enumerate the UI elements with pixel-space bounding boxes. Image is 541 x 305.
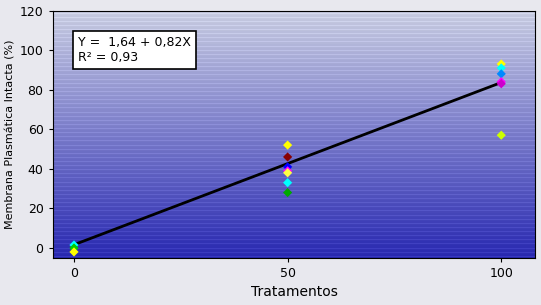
Bar: [52, 147, 536, 151]
Bar: [52, 171, 536, 175]
Bar: [52, 175, 536, 180]
Bar: [52, 167, 536, 171]
Bar: [52, 27, 536, 31]
Bar: [52, 72, 536, 77]
Point: [70, 242, 78, 247]
Bar: [52, 19, 536, 23]
Bar: [52, 130, 536, 134]
Bar: [52, 180, 536, 184]
Bar: [52, 15, 536, 19]
Bar: [52, 89, 536, 93]
Bar: [52, 97, 536, 101]
Bar: [52, 101, 536, 105]
Point: [497, 79, 506, 84]
Bar: [52, 85, 536, 89]
Bar: [52, 249, 536, 254]
Point: [70, 246, 78, 250]
Bar: [52, 254, 536, 258]
Bar: [52, 118, 536, 122]
Bar: [52, 134, 536, 138]
Bar: [52, 151, 536, 155]
Bar: [52, 155, 536, 159]
Text: Y =  1,64 + 0,82X
R² = 0,93: Y = 1,64 + 0,82X R² = 0,93: [78, 36, 192, 64]
Bar: [52, 208, 536, 213]
Point: [70, 249, 78, 254]
Bar: [52, 138, 536, 142]
Point: [497, 62, 506, 66]
Bar: [52, 77, 536, 81]
Y-axis label: Membrana Plasmática Intacta (%): Membrana Plasmática Intacta (%): [5, 39, 16, 229]
Bar: [52, 60, 536, 64]
Point: [283, 190, 292, 195]
Bar: [52, 113, 536, 118]
Bar: [52, 48, 536, 52]
Bar: [52, 192, 536, 196]
Bar: [52, 196, 536, 200]
Bar: [52, 221, 536, 225]
Bar: [52, 233, 536, 237]
Bar: [52, 11, 536, 15]
Bar: [52, 81, 536, 85]
Bar: [52, 35, 536, 39]
Bar: [52, 200, 536, 204]
Bar: [52, 122, 536, 126]
Point: [283, 168, 292, 173]
Bar: [52, 31, 536, 35]
Point: [283, 155, 292, 160]
Point: [497, 71, 506, 76]
Bar: [52, 52, 536, 56]
Bar: [52, 225, 536, 229]
Bar: [52, 217, 536, 221]
Bar: [52, 188, 536, 192]
Bar: [52, 93, 536, 97]
Bar: [52, 237, 536, 241]
Bar: [52, 159, 536, 163]
Bar: [52, 184, 536, 188]
Bar: [52, 23, 536, 27]
Point: [283, 180, 292, 185]
Bar: [52, 126, 536, 130]
Bar: [52, 241, 536, 246]
Point: [497, 133, 506, 138]
Bar: [52, 213, 536, 217]
Point: [283, 170, 292, 175]
Bar: [52, 246, 536, 249]
Bar: [52, 44, 536, 48]
Bar: [52, 229, 536, 233]
Bar: [52, 105, 536, 109]
Bar: [52, 142, 536, 147]
Point: [497, 81, 506, 86]
Bar: [52, 163, 536, 167]
Bar: [52, 64, 536, 68]
Point: [283, 143, 292, 148]
Bar: [52, 204, 536, 208]
Point: [497, 66, 506, 70]
Bar: [52, 68, 536, 72]
Bar: [52, 109, 536, 113]
X-axis label: Tratamentos: Tratamentos: [250, 285, 338, 300]
Bar: [52, 39, 536, 44]
Bar: [52, 56, 536, 60]
Point: [283, 164, 292, 169]
